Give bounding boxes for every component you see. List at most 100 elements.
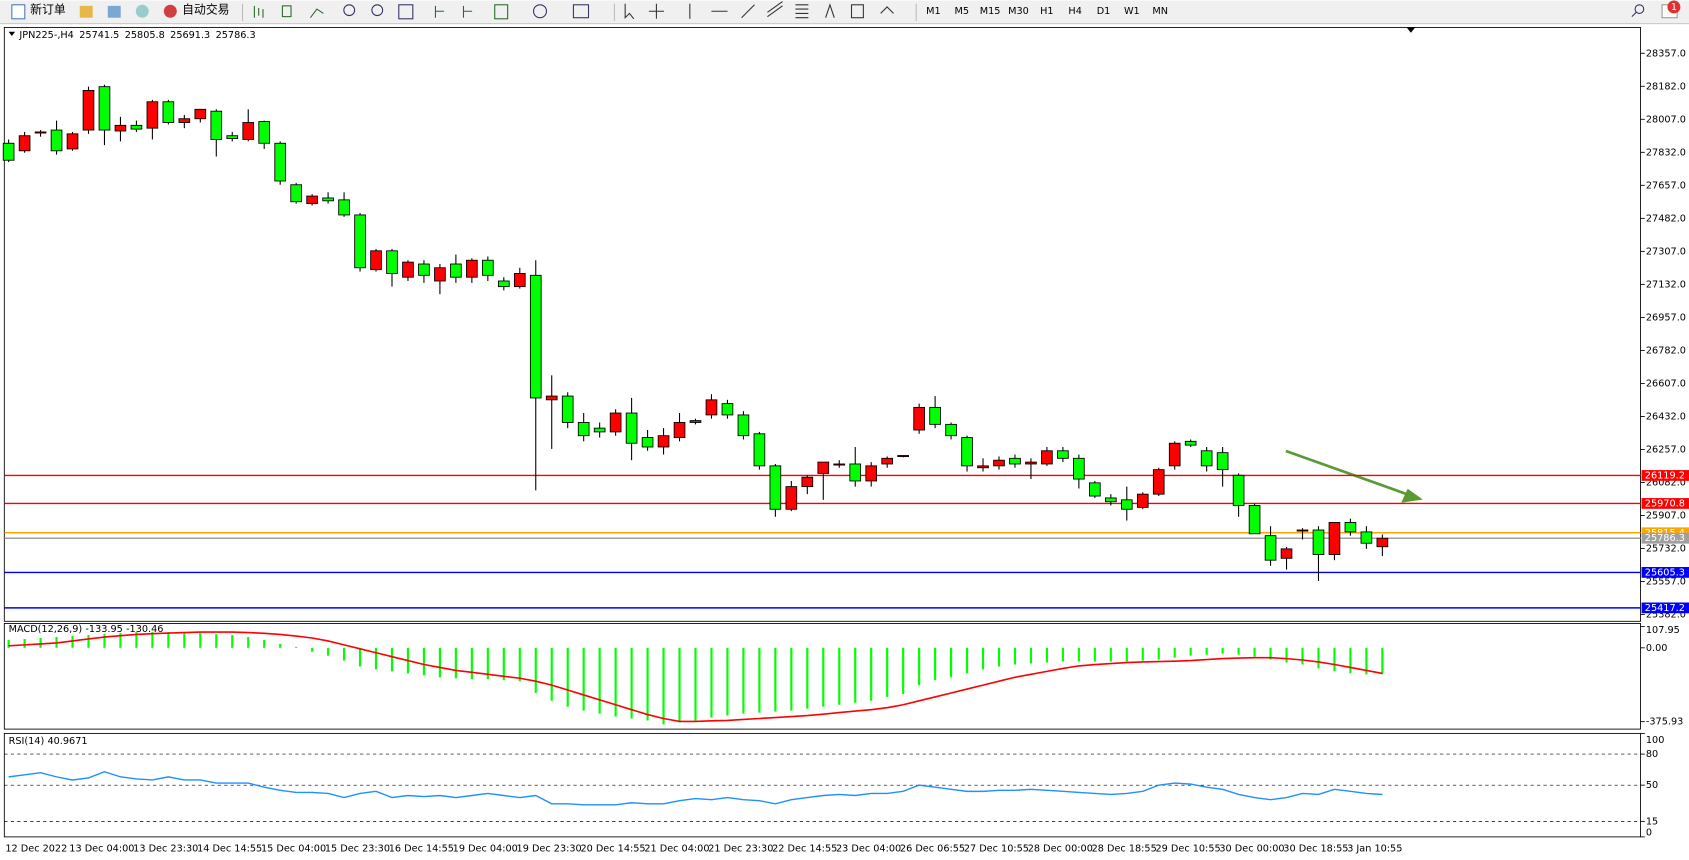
- y-tick-label: -375.93: [1646, 717, 1683, 728]
- y-tick-label: 25382.0: [1646, 610, 1686, 621]
- macd-bar: [1205, 647, 1208, 655]
- badge: [1667, 0, 1681, 14]
- y-tick-label: 27657.0: [1646, 180, 1686, 191]
- candle-body: [657, 435, 670, 448]
- timeframe-button[interactable]: M30: [1008, 6, 1029, 17]
- candle-body: [386, 250, 398, 274]
- y-tick-label: 26957.0: [1646, 312, 1686, 323]
- timeframe-button[interactable]: H1: [1040, 6, 1053, 17]
- icon[interactable]: [795, 4, 809, 19]
- icon[interactable]: [309, 8, 324, 19]
- icon[interactable]: [434, 5, 445, 18]
- level-label: 25970.8: [1645, 498, 1685, 509]
- icon[interactable]: [398, 4, 414, 20]
- candle-body: [1328, 522, 1341, 555]
- x-tick-label: 22 Dec 14:55: [772, 844, 837, 855]
- icon[interactable]: [648, 3, 664, 19]
- icon[interactable]: [253, 5, 264, 18]
- macd-bar: [1077, 647, 1080, 662]
- macd-bar: [39, 638, 42, 648]
- search-button[interactable]: [1631, 4, 1645, 18]
- timeframe-button[interactable]: MN: [1152, 6, 1168, 17]
- candle-body: [338, 199, 350, 216]
- x-tick-label: 21 Dec 04:00: [644, 844, 709, 855]
- candle-body: [913, 406, 925, 431]
- timeframe-button[interactable]: M15: [980, 6, 1001, 17]
- plot-layer: 28357.0 28182.0 28007.0 27832.0 27657.0 27482…: [2, 30, 1689, 855]
- timeframe-button[interactable]: M1: [926, 6, 941, 17]
- x-tick-label: 19 Dec 04:00: [453, 844, 518, 855]
- candle-body: [1136, 493, 1149, 508]
- macd-bar: [390, 647, 394, 672]
- macd-bar: [614, 647, 617, 717]
- x-tick-label: 20 Dec 14:55: [580, 844, 645, 855]
- candle-body: [1057, 450, 1069, 459]
- icon[interactable]: [532, 4, 548, 19]
- candle-body: [1073, 457, 1085, 480]
- drawing-tools[interactable]: [624, 1, 894, 20]
- timeframes[interactable]: M1 M5 M15 M30 H1 H4 D1 W1 MN: [926, 6, 1168, 17]
- icon[interactable]: [281, 5, 292, 18]
- macd-bar: [438, 647, 441, 678]
- x-tick-label: 21 Dec 23:30: [708, 844, 773, 855]
- macd-bar: [215, 634, 218, 648]
- macd-bar: [806, 647, 809, 709]
- icon[interactable]: [624, 3, 635, 20]
- timeframe-button[interactable]: M5: [955, 6, 970, 17]
- candle-body: [1312, 529, 1325, 555]
- icon[interactable]: [371, 4, 384, 17]
- timeframe-button[interactable]: D1: [1097, 6, 1111, 17]
- icon[interactable]: [850, 4, 864, 19]
- icon[interactable]: [107, 5, 121, 18]
- macd-bar: [183, 632, 186, 648]
- menu-arrow[interactable]: [8, 31, 16, 37]
- symbol: JPN225-,H4: [18, 30, 73, 41]
- icon[interactable]: [572, 4, 590, 19]
- y-tick-label: 26257.0: [1646, 444, 1686, 455]
- macd-bar: [1365, 647, 1368, 675]
- macd-bar: [790, 647, 793, 711]
- icon[interactable]: [767, 1, 783, 18]
- candle-body: [434, 267, 446, 282]
- macd-bar: [279, 643, 282, 648]
- icon[interactable]: [135, 4, 149, 18]
- candle-body: [466, 259, 478, 278]
- macd-bar: [870, 647, 873, 701]
- level-label: 25605.3: [1645, 567, 1685, 578]
- candle-body: [146, 101, 159, 129]
- toolbar-icons[interactable]: [253, 4, 590, 20]
- macd-bar: [854, 647, 857, 703]
- candle-body: [1248, 505, 1261, 535]
- x-tick-label: 3 Jan 10:55: [1347, 844, 1402, 855]
- candle-body: [226, 135, 239, 139]
- icon[interactable]: [462, 5, 473, 18]
- badge-count: 1: [1671, 2, 1677, 13]
- candle-body: [1200, 450, 1213, 467]
- main-pane: [3, 26, 1641, 622]
- macd-bar: [838, 647, 841, 705]
- notifications[interactable]: 1: [1661, 0, 1681, 19]
- timeframe-button[interactable]: H4: [1068, 6, 1081, 17]
- chart-header: JPN225-,H4 25741.5 25805.8 25691.3 25786.3: [18, 30, 255, 41]
- candle-body: [833, 463, 846, 466]
- level-tag: [1641, 602, 1689, 614]
- icon[interactable]: [880, 6, 894, 14]
- icon[interactable]: [494, 4, 509, 20]
- y-tick-label: 107.95: [1646, 625, 1680, 636]
- level-label: 25786.3: [1645, 533, 1685, 544]
- button-label: 新订单: [30, 3, 66, 17]
- icon[interactable]: [825, 3, 835, 18]
- y-tick-label: 80: [1646, 749, 1658, 760]
- icon[interactable]: [343, 4, 356, 17]
- icon[interactable]: [741, 4, 755, 19]
- candle-body: [1344, 522, 1357, 533]
- candle-body: [1120, 499, 1133, 510]
- auto-trading-button[interactable]: 自动交易: [163, 3, 230, 18]
- candle-body: [849, 463, 862, 482]
- new-order-button[interactable]: 新订单: [11, 3, 66, 20]
- timeframe-button[interactable]: W1: [1124, 6, 1140, 17]
- macd-bar: [486, 647, 489, 680]
- candle-body: [1216, 452, 1229, 471]
- icon[interactable]: [79, 5, 93, 18]
- indicator-value: 40.9671: [47, 736, 87, 747]
